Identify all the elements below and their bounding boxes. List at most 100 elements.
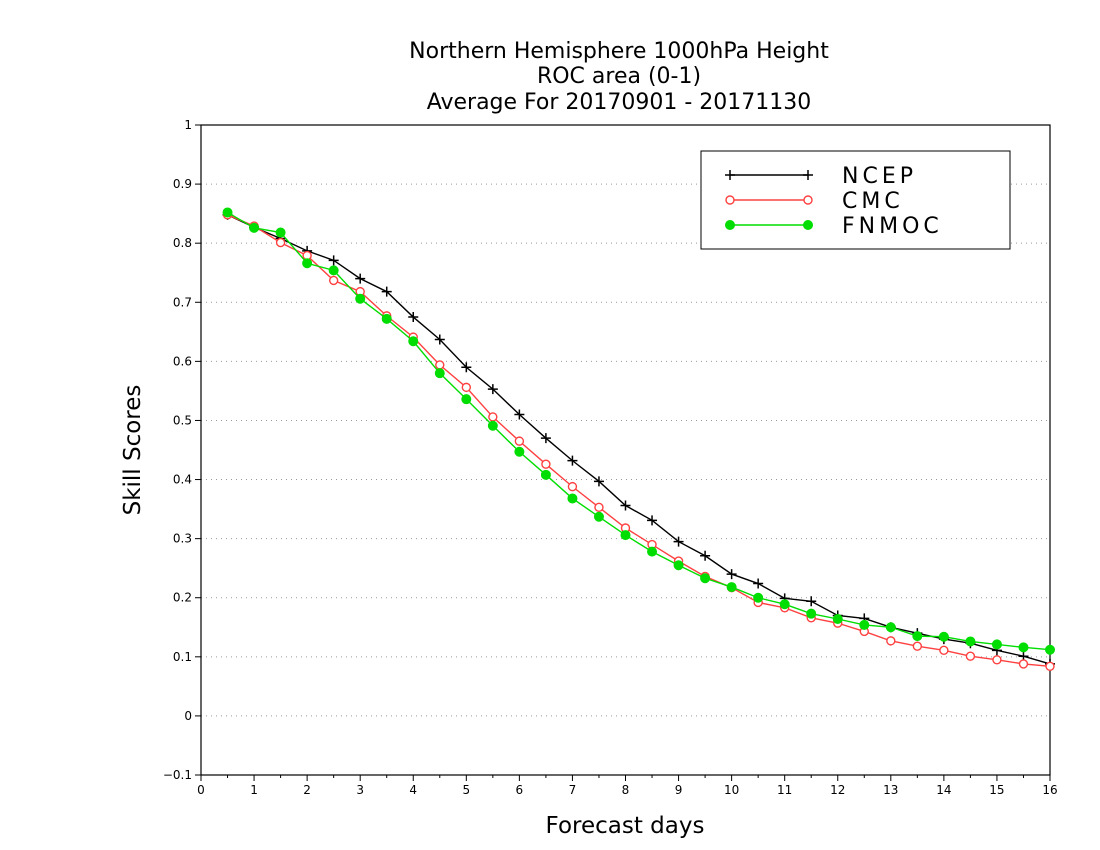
legend-entry-cmc: CMC bbox=[725, 189, 904, 214]
data-point bbox=[487, 384, 498, 395]
legend-label-cmc: CMC bbox=[842, 189, 904, 214]
data-point bbox=[222, 207, 233, 218]
data-point bbox=[673, 560, 684, 571]
data-point bbox=[567, 493, 578, 504]
y-tick-label: 0.9 bbox=[173, 177, 192, 191]
series-line-fnmoc bbox=[227, 211, 1051, 651]
data-point bbox=[1045, 644, 1055, 655]
data-point bbox=[726, 582, 737, 593]
series-cmc bbox=[222, 210, 1055, 671]
data-point bbox=[725, 195, 735, 205]
data-point bbox=[461, 362, 472, 373]
y-tick-label: 0.8 bbox=[173, 236, 192, 250]
data-point bbox=[647, 546, 658, 557]
legend-entry-ncep: NCEP bbox=[725, 164, 917, 189]
data-point bbox=[567, 455, 578, 466]
data-point bbox=[992, 655, 1002, 665]
data-point bbox=[514, 436, 525, 446]
data-point bbox=[593, 511, 604, 522]
x-tick-label: 11 bbox=[777, 783, 792, 797]
data-point bbox=[620, 530, 631, 541]
data-point bbox=[275, 237, 286, 248]
x-tick-label: 12 bbox=[830, 783, 845, 797]
y-tick-label: 1 bbox=[184, 118, 192, 132]
data-point bbox=[540, 433, 551, 444]
data-point bbox=[328, 255, 339, 266]
data-point bbox=[726, 569, 737, 580]
x-tick-label: 15 bbox=[989, 783, 1004, 797]
y-tick-label: 0.3 bbox=[173, 532, 192, 546]
x-tick-label: 3 bbox=[356, 783, 364, 797]
data-point bbox=[461, 394, 472, 405]
data-point bbox=[803, 195, 813, 205]
data-point bbox=[803, 170, 813, 180]
data-point bbox=[886, 636, 896, 646]
x-tick-label: 5 bbox=[462, 783, 470, 797]
legend-entry-fnmoc: FNMOC bbox=[725, 214, 943, 239]
x-tick-label: 10 bbox=[724, 783, 739, 797]
data-point bbox=[567, 481, 578, 492]
series-ncep bbox=[222, 209, 1055, 669]
data-point bbox=[938, 631, 949, 642]
data-point bbox=[700, 550, 711, 561]
axis-ticks: −0.100.10.20.30.40.50.60.70.80.910 1 2 3 4 5 6… bbox=[163, 118, 1058, 797]
y-tick-label: −0.1 bbox=[163, 768, 192, 782]
data-point bbox=[1018, 659, 1029, 669]
x-tick-label: 7 bbox=[569, 783, 577, 797]
data-point bbox=[620, 500, 631, 511]
data-point bbox=[302, 258, 313, 269]
data-point bbox=[912, 641, 923, 651]
data-point bbox=[647, 515, 658, 526]
data-point bbox=[1045, 661, 1055, 671]
legend-label-ncep: NCEP bbox=[842, 164, 917, 189]
data-point bbox=[355, 293, 366, 304]
data-point bbox=[700, 573, 711, 584]
data-point bbox=[514, 446, 525, 457]
x-tick-label: 4 bbox=[409, 783, 417, 797]
data-point bbox=[753, 578, 764, 589]
data-point bbox=[434, 334, 445, 345]
series-fnmoc bbox=[222, 207, 1055, 655]
data-point bbox=[381, 286, 392, 297]
data-point bbox=[803, 220, 813, 230]
series-layer bbox=[222, 207, 1055, 671]
y-tick-label: 0 bbox=[184, 709, 192, 723]
data-point bbox=[461, 382, 472, 393]
data-point bbox=[593, 476, 604, 487]
data-point bbox=[885, 622, 896, 633]
data-point bbox=[725, 220, 735, 230]
x-tick-label: 6 bbox=[516, 783, 524, 797]
x-tick-label: 16 bbox=[1042, 783, 1057, 797]
series-line-ncep bbox=[227, 214, 1051, 665]
y-tick-label: 0.5 bbox=[173, 413, 192, 427]
data-point bbox=[753, 592, 764, 603]
x-tick-label: 2 bbox=[303, 783, 311, 797]
chart-title-line-2: ROC area (0-1) bbox=[537, 64, 701, 89]
y-tick-label: 0.4 bbox=[173, 473, 192, 487]
data-point bbox=[514, 409, 525, 420]
x-tick-label: 9 bbox=[675, 783, 683, 797]
x-tick-label: 14 bbox=[936, 783, 951, 797]
data-point bbox=[275, 227, 286, 238]
data-point bbox=[381, 313, 392, 324]
data-point bbox=[487, 420, 498, 431]
data-point bbox=[434, 368, 445, 379]
legend-label-fnmoc: FNMOC bbox=[842, 214, 943, 239]
data-point bbox=[1018, 642, 1029, 653]
data-point bbox=[939, 645, 949, 656]
x-tick-label: 13 bbox=[883, 783, 898, 797]
data-point bbox=[488, 412, 498, 422]
y-tick-label: 0.1 bbox=[173, 650, 192, 664]
data-point bbox=[806, 596, 817, 607]
data-point bbox=[435, 360, 445, 370]
y-axis-label: Skill Scores bbox=[120, 385, 146, 516]
data-point bbox=[806, 608, 817, 619]
data-point bbox=[673, 536, 684, 547]
data-point bbox=[965, 651, 976, 661]
chart-title-line-1: Northern Hemisphere 1000hPa Height bbox=[409, 39, 829, 64]
data-point bbox=[328, 275, 339, 286]
data-point bbox=[328, 265, 339, 276]
x-tick-label: 8 bbox=[622, 783, 630, 797]
